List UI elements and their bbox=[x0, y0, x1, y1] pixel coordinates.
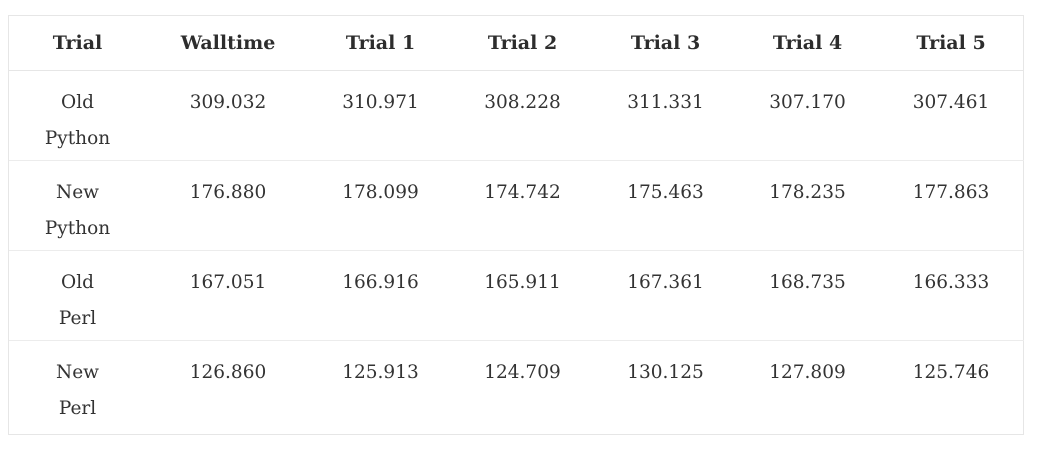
cell-trial-1: 166.916 bbox=[310, 250, 451, 341]
benchmark-table: Trial Walltime Trial 1 Trial 2 Trial 3 T… bbox=[8, 15, 1024, 435]
table-row: New Python 176.880 178.099 174.742 175.4… bbox=[9, 160, 1024, 251]
cell-trial-5: 307.461 bbox=[878, 70, 1024, 161]
cell-trial-1: 178.099 bbox=[310, 160, 451, 251]
header-trial-4: Trial 4 bbox=[737, 16, 878, 71]
row-label-line1: New bbox=[56, 182, 99, 203]
row-label: Old Python bbox=[9, 70, 146, 161]
cell-trial-1: 310.971 bbox=[310, 70, 451, 161]
cell-trial-3: 175.463 bbox=[594, 160, 737, 251]
cell-trial-4: 127.809 bbox=[769, 362, 846, 383]
row-label-line1: New bbox=[56, 362, 99, 383]
cell-trial-2: 124.709 bbox=[484, 362, 561, 383]
row-label: New Perl bbox=[9, 341, 146, 431]
row-label-line1: Old bbox=[61, 272, 94, 293]
table-row: Old Python 309.032 310.971 308.228 311.3… bbox=[9, 70, 1024, 161]
header-trial: Trial bbox=[9, 16, 146, 71]
cell-trial-5: 166.333 bbox=[878, 250, 1024, 341]
row-label-line2: Python bbox=[44, 218, 111, 239]
cell-trial-5: 125.746 bbox=[912, 362, 990, 383]
table-row: New Perl 126.860 125.913 124.709 130.125… bbox=[9, 341, 1024, 431]
header-trial-5: Trial 5 bbox=[878, 16, 1024, 71]
header-trial-3: Trial 3 bbox=[594, 16, 737, 71]
cell-trial-5: 177.863 bbox=[878, 160, 1024, 251]
row-label-line2: Python bbox=[44, 128, 111, 149]
row-label-line1: Old bbox=[61, 92, 94, 113]
row-label: Old Perl bbox=[9, 250, 146, 341]
cell-walltime: 176.880 bbox=[146, 160, 310, 251]
header-trial-2: Trial 2 bbox=[451, 16, 594, 71]
row-label: New Python bbox=[9, 160, 146, 251]
cell-trial-4: 307.170 bbox=[737, 70, 878, 161]
cell-trial-2: 174.742 bbox=[451, 160, 594, 251]
header-trial-1: Trial 1 bbox=[310, 16, 451, 71]
header-row: Trial Walltime Trial 1 Trial 2 Trial 3 T… bbox=[9, 16, 1024, 71]
cell-trial-4: 178.235 bbox=[737, 160, 878, 251]
cell-trial-3: 167.361 bbox=[594, 250, 737, 341]
cell-trial-2: 308.228 bbox=[451, 70, 594, 161]
cell-trial-2: 165.911 bbox=[451, 250, 594, 341]
row-label-line2: Perl bbox=[58, 398, 97, 419]
cell-trial-3: 311.331 bbox=[594, 70, 737, 161]
cell-walltime: 126.860 bbox=[189, 362, 267, 383]
cell-walltime: 309.032 bbox=[146, 70, 310, 161]
cell-trial-1: 125.913 bbox=[342, 362, 419, 383]
benchmark-table-grid: Trial Walltime Trial 1 Trial 2 Trial 3 T… bbox=[9, 16, 1024, 431]
cell-walltime: 167.051 bbox=[146, 250, 310, 341]
cell-trial-4: 168.735 bbox=[737, 250, 878, 341]
table-row: Old Perl 167.051 166.916 165.911 167.361… bbox=[9, 250, 1024, 341]
cell-trial-3: 130.125 bbox=[627, 362, 704, 383]
row-label-line2: Perl bbox=[58, 308, 97, 329]
header-walltime: Walltime bbox=[146, 16, 310, 71]
